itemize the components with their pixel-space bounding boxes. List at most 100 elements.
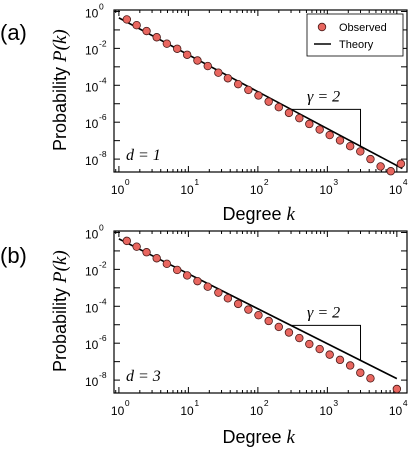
observed-point <box>335 136 345 145</box>
observed-point <box>392 384 402 394</box>
x-tick-exponent: 2 <box>264 398 269 408</box>
dimension-eq: = <box>138 368 149 385</box>
dimension-value: 3 <box>152 368 161 385</box>
y-tick-exponent: -8 <box>99 370 107 380</box>
y-tick-exponent: -2 <box>99 259 107 269</box>
observed-point <box>193 276 202 286</box>
observed-point <box>345 361 355 370</box>
slope-label-var: γ <box>307 304 314 321</box>
observed-point <box>315 344 324 354</box>
dimension-var: d <box>126 147 135 164</box>
observed-point <box>244 305 253 314</box>
slope-label-var: γ <box>307 88 314 105</box>
x-tick-exponent: 3 <box>333 398 338 408</box>
legend: Observed Theory <box>306 13 404 57</box>
slope-triangle <box>291 108 362 147</box>
x-tick-exponent: 0 <box>125 177 130 187</box>
y-tick-exponent: -2 <box>99 38 107 48</box>
y-tick-exponent: -4 <box>99 75 107 85</box>
observed-point <box>264 97 273 106</box>
slope-label-eq: = <box>317 304 328 321</box>
x-axis-title-word: Degree <box>223 204 282 224</box>
dimension-value: 1 <box>153 147 161 164</box>
observed-point <box>182 271 192 280</box>
dimension-var: d <box>126 368 135 385</box>
observed-point <box>233 299 243 309</box>
observed-point <box>366 374 375 383</box>
observed-point <box>214 68 223 77</box>
observed-point <box>264 316 273 326</box>
legend-marker-observed <box>317 22 327 32</box>
x-axis-title-var: k <box>287 204 296 225</box>
y-tick-label: 10 <box>85 154 99 168</box>
y-tick-label: 10 <box>85 227 99 241</box>
y-tick-exponent: 0 <box>99 222 104 232</box>
observed-point <box>122 236 132 246</box>
x-axis-title-word: Degree <box>223 427 282 447</box>
observed-point <box>152 33 161 42</box>
observed-point <box>356 368 365 377</box>
observed-point <box>142 248 151 257</box>
y-axis-title: Probability P(k) <box>50 250 71 372</box>
x-tick-label: 10 <box>319 183 333 197</box>
y-tick-exponent: -6 <box>99 112 107 122</box>
slope-triangle <box>291 324 362 361</box>
y-axis-title-word: Probability <box>50 288 70 372</box>
x-tick-label: 10 <box>250 183 264 197</box>
observed-point <box>162 259 172 269</box>
slope-label-value: 2 <box>332 304 340 321</box>
x-tick-exponent: 2 <box>264 177 269 187</box>
y-tick-exponent: 0 <box>99 1 104 11</box>
observed-point <box>345 142 355 151</box>
y-tick-exponent: -4 <box>99 296 107 306</box>
observed-point <box>396 159 406 168</box>
y-tick-exponent: -6 <box>99 333 107 343</box>
observed-point <box>284 108 294 118</box>
observed-point <box>172 265 182 275</box>
y-tick-label: 10 <box>85 375 99 389</box>
x-axis-title: Degree k <box>223 204 296 225</box>
x-axis-title-var: k <box>287 427 296 448</box>
panel-label: (a) <box>0 20 27 45</box>
observed-point <box>376 162 385 171</box>
observed-point <box>305 119 314 129</box>
x-tick-label: 10 <box>250 404 264 418</box>
observed-point <box>122 15 132 24</box>
observed-point <box>152 254 161 263</box>
observed-point <box>233 79 243 89</box>
observed-point <box>335 355 345 365</box>
observed-point <box>295 113 304 123</box>
observed-point <box>193 56 202 65</box>
dimension-annotation: d = 3 <box>126 368 161 385</box>
y-axis-title-var: P(k) <box>50 250 71 284</box>
x-tick-exponent: 4 <box>403 398 408 408</box>
x-tick-exponent: 0 <box>125 398 130 408</box>
observed-point <box>223 74 233 83</box>
observed-point <box>182 50 192 59</box>
observed-point <box>162 39 172 48</box>
legend-label-observed: Observed <box>339 22 387 34</box>
x-tick-exponent: 1 <box>194 177 199 187</box>
y-tick-label: 10 <box>85 43 99 57</box>
x-tick-exponent: 3 <box>333 177 338 187</box>
observed-point <box>315 125 324 134</box>
x-tick-label: 10 <box>389 183 403 197</box>
y-tick-label: 10 <box>85 338 99 352</box>
y-tick-exponent: -8 <box>99 149 107 159</box>
y-tick-label: 10 <box>85 80 99 94</box>
y-axis-title-word: Probability <box>50 67 70 151</box>
observed-point <box>325 130 334 140</box>
y-axis-title-var: P(k) <box>50 29 71 63</box>
observed-point <box>223 294 233 303</box>
observed-point <box>254 310 263 320</box>
dimension-eq: = <box>138 147 149 164</box>
x-tick-exponent: 1 <box>194 398 199 408</box>
y-axis-title: Probability P(k) <box>50 29 71 151</box>
legend-box <box>306 13 404 57</box>
observed-point <box>142 26 151 36</box>
x-tick-label: 10 <box>389 404 403 418</box>
observed-point <box>254 91 263 100</box>
slope-label-eq: = <box>317 88 328 105</box>
